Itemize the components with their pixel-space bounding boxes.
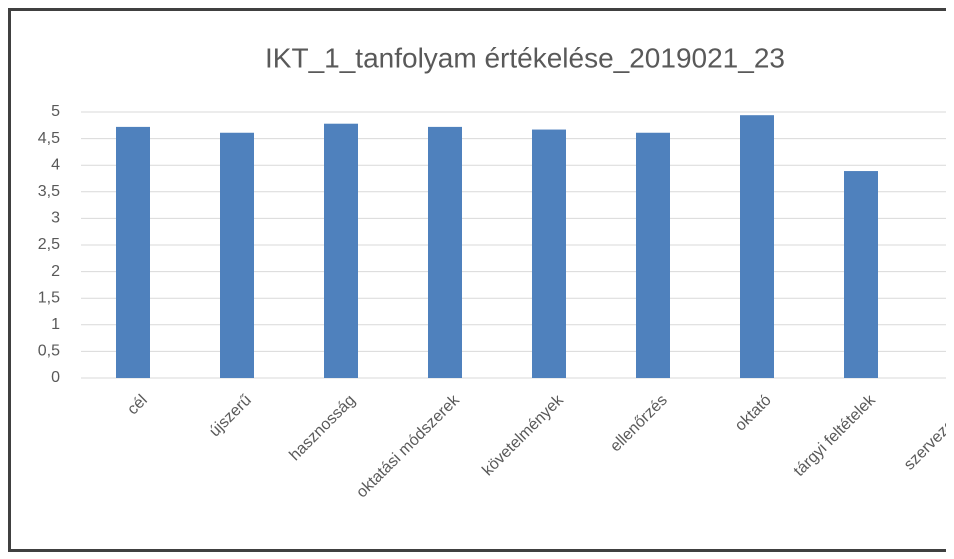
y-tick-label: 0 [51,369,60,386]
y-tick-label: 3 [51,210,60,227]
bar [636,132,670,378]
y-tick-label: 5 [51,103,60,120]
chart-area: IKT_1_tanfolyam értékelése_2019021_23 0 0… [8,8,954,552]
bar [948,153,954,378]
y-tick-label: 0,5 [38,343,60,360]
chart-frame [8,8,946,552]
bar [532,129,566,378]
bar [428,126,462,379]
bar [220,132,254,378]
y-tick-label: 4,5 [38,130,60,147]
y-tick-label: 3,5 [38,183,60,200]
bar [116,126,150,379]
bar [740,115,774,378]
y-tick-label: 2,5 [38,236,60,253]
y-tick-label: 1,5 [38,289,60,306]
chart-title: IKT_1_tanfolyam értékelése_2019021_23 [265,42,785,73]
bar [844,171,878,378]
bar [324,123,358,378]
y-tick-label: 2 [51,263,60,280]
y-tick-label: 1 [51,316,60,333]
y-tick-label: 4 [51,156,60,173]
